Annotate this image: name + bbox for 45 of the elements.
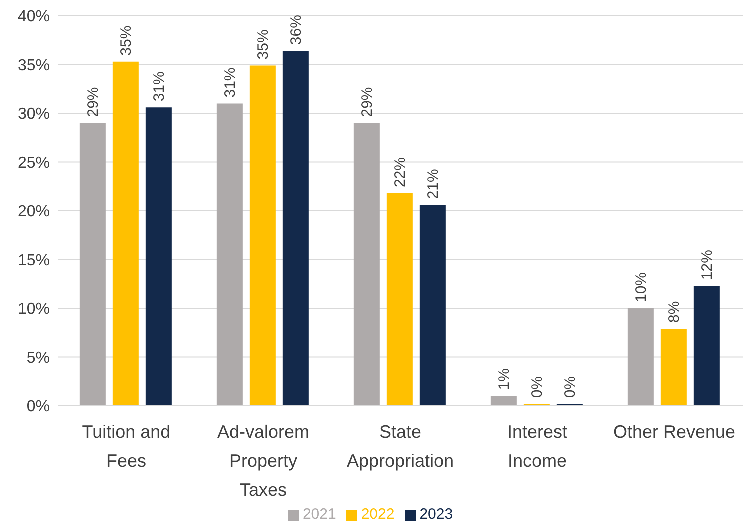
data-label: 1%	[496, 368, 513, 390]
data-label: 10%	[632, 272, 650, 302]
data-label: 35%	[118, 26, 135, 56]
bar	[146, 108, 172, 406]
legend-label: 2023	[420, 506, 454, 523]
x-tick-label: State Appropriation	[346, 422, 454, 471]
y-tick-label: 5%	[26, 350, 50, 367]
y-tick-label: 0%	[26, 398, 50, 416]
bar	[420, 205, 446, 406]
bar	[80, 123, 106, 406]
data-label: 0%	[528, 376, 546, 398]
bar	[250, 66, 276, 406]
bar	[112, 62, 139, 406]
bar	[628, 308, 654, 406]
bar	[694, 286, 720, 406]
legend-label: 2022	[361, 506, 395, 523]
x-tick-label: Interest Income	[507, 422, 568, 471]
data-label: 22%	[392, 157, 409, 188]
legend-label: 2021	[302, 506, 336, 523]
y-tick-label: 40%	[18, 8, 50, 26]
data-label: 35%	[254, 30, 272, 60]
y-tick-label: 25%	[18, 154, 50, 172]
data-label: 31%	[222, 68, 239, 98]
y-tick-label: 20%	[18, 204, 50, 221]
bar	[282, 51, 309, 406]
x-tick-label: Tuition and Fees	[82, 422, 171, 471]
data-label: 29%	[84, 87, 102, 118]
data-label: 21%	[424, 169, 442, 200]
bar	[490, 396, 517, 406]
data-label: 12%	[698, 250, 716, 280]
data-label: 29%	[358, 87, 376, 118]
bar	[216, 104, 243, 406]
y-tick-label: 15%	[18, 252, 50, 270]
data-label: 36%	[288, 15, 305, 46]
data-label: 31%	[150, 72, 168, 102]
data-label: 8%	[666, 301, 683, 323]
bar	[660, 328, 687, 406]
bar	[386, 193, 413, 406]
bar	[354, 123, 380, 406]
x-tick-label: Other Revenue	[613, 422, 736, 442]
y-tick-label: 10%	[18, 301, 50, 318]
x-tick-label: Ad-valorem Property Taxes	[217, 422, 310, 500]
data-label: 0%	[562, 376, 579, 398]
y-tick-label: 30%	[18, 106, 50, 124]
y-tick-label: 35%	[18, 57, 50, 74]
